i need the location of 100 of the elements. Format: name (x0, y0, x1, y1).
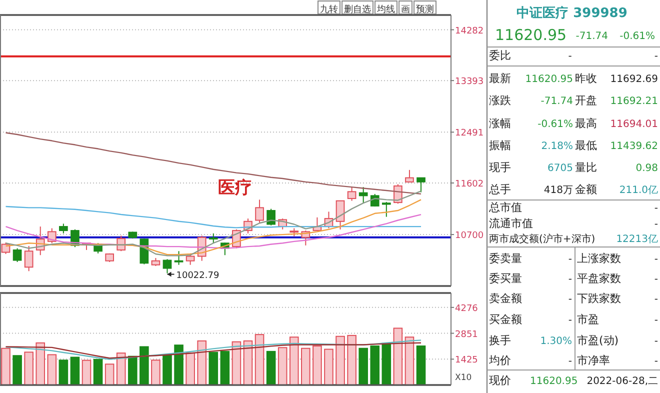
bar (324, 348, 334, 386)
text: 流通市值 (489, 217, 533, 230)
text: 两市成交额(沪市+深市) (489, 233, 596, 245)
text: 买金额 (489, 313, 522, 326)
bar (58, 360, 68, 386)
bar (1, 348, 10, 386)
text: - (654, 315, 658, 326)
bar (312, 345, 322, 386)
bar (174, 344, 184, 386)
y-tick-label: 11602 (455, 179, 484, 190)
y-tick-label: 14282 (455, 26, 484, 36)
text: 换手 (489, 334, 511, 347)
bar (243, 340, 253, 386)
bar (266, 350, 276, 386)
text: 1.30% (540, 336, 572, 347)
text: 市盈 (577, 313, 599, 326)
annotation: 删自选 (344, 4, 371, 15)
bar (70, 356, 80, 386)
y-tick-label: 12491 (455, 128, 484, 139)
text: 11439.62 (610, 141, 658, 152)
text: - (568, 356, 572, 367)
text: -71.74 (540, 96, 573, 107)
bar (128, 356, 138, 386)
text: 市净率 (577, 354, 610, 367)
text: 211.0亿 (619, 185, 658, 196)
bar (336, 336, 345, 386)
text: 委比 (489, 49, 511, 62)
text: 开盘 (575, 94, 597, 107)
bar (116, 352, 126, 386)
text: 均价 (488, 354, 511, 367)
text: - (568, 315, 572, 326)
text: -0.61% (538, 119, 573, 130)
text: 上涨家数 (577, 252, 621, 265)
text: 11620.95 (495, 26, 567, 44)
bar (278, 347, 288, 386)
bar (197, 340, 207, 386)
bar (382, 342, 392, 386)
y-tick-label: 4276 (455, 304, 478, 314)
text: 2022-06-28,二 (586, 376, 658, 387)
bar (82, 360, 92, 386)
bar (370, 345, 380, 386)
text: 11620.95 (530, 376, 578, 387)
annotation: 10022.79 (176, 270, 220, 281)
bar (140, 346, 149, 386)
text: 11620.95 (525, 74, 573, 85)
text: 11692.21 (610, 96, 658, 107)
y-tick-label: 13393 (455, 77, 484, 88)
text: - (654, 219, 658, 230)
bar (104, 364, 114, 386)
text: - (654, 203, 658, 214)
bar (24, 352, 34, 386)
text: 委卖量 (489, 252, 522, 265)
text: 总市值 (488, 201, 522, 214)
text: - (654, 336, 658, 347)
bar (151, 360, 160, 386)
bar (416, 345, 426, 386)
bar (162, 354, 172, 386)
annotation: 九转 (320, 4, 338, 15)
annotation: 医疗 (218, 178, 252, 198)
text: 量比 (575, 161, 597, 174)
bar (36, 342, 46, 386)
bar (93, 358, 103, 386)
text: 最低 (575, 139, 597, 152)
bar (47, 354, 57, 386)
text: - (654, 274, 658, 285)
text: 最新 (489, 72, 511, 85)
text: - (568, 274, 572, 285)
text: 现手 (489, 161, 511, 174)
annotation: 均线 (376, 4, 395, 15)
bar (347, 334, 356, 386)
text: 总手 (488, 183, 511, 196)
text: -71.74 (576, 31, 608, 42)
bar (404, 336, 414, 386)
bar (393, 328, 403, 386)
y-tick-label: 10700 (455, 231, 484, 242)
text: 最高 (575, 117, 597, 130)
bar (12, 355, 22, 386)
text: -0.61% (620, 31, 655, 42)
text: 涨跌 (489, 94, 511, 107)
text: 6705 (548, 163, 573, 174)
bar (186, 352, 195, 386)
text: 12213亿 (616, 234, 658, 245)
text: 卖金额 (489, 292, 522, 305)
text: 11692.69 (610, 74, 658, 85)
text: 中证医疗 399989 (516, 5, 628, 21)
text: 11694.01 (610, 119, 658, 130)
y-tick-label: 2851 (455, 330, 478, 340)
text: 市盈(动) (577, 334, 619, 347)
text: 平盘家数 (577, 272, 621, 285)
text: - (568, 254, 572, 265)
bar (301, 348, 310, 386)
text: - (654, 356, 658, 367)
text: 418万 (544, 185, 573, 196)
text: 0.98 (636, 163, 658, 174)
text: 昨收 (575, 72, 597, 85)
text: 委买量 (489, 272, 522, 285)
text: 涨幅 (489, 117, 511, 130)
bar (289, 336, 299, 386)
bar (358, 348, 368, 386)
text: 2.18% (541, 141, 573, 152)
